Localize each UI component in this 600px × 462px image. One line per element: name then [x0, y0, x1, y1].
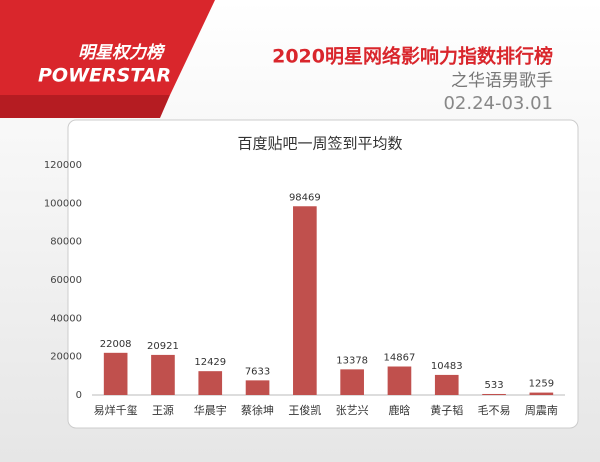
x-tick-label: 张艺兴	[336, 404, 369, 417]
bar	[387, 366, 412, 395]
page-subtitle: 之华语男歌手	[451, 71, 553, 91]
page-title: 2020明星网络影响力指数排行榜	[272, 45, 553, 68]
x-tick-label: 华晨宇	[194, 403, 227, 417]
data-label: 1259	[529, 379, 554, 390]
chart-frame	[67, 119, 579, 429]
y-tick-label: 100000	[44, 198, 82, 209]
data-label: 12429	[194, 357, 226, 368]
data-label: 14867	[384, 353, 416, 364]
y-tick-label: 60000	[50, 275, 82, 286]
data-label: 22008	[100, 339, 132, 350]
data-label: 10483	[431, 361, 463, 372]
bar	[151, 354, 175, 395]
page-date: 02.24-03.01	[443, 93, 553, 114]
y-tick-label: 80000	[50, 237, 82, 248]
data-label: 20921	[147, 341, 179, 352]
x-tick-label: 鹿晗	[388, 403, 410, 417]
logo-shadow	[0, 95, 170, 118]
data-label: 7633	[245, 366, 270, 377]
bar	[103, 352, 128, 395]
bar	[245, 380, 270, 395]
y-tick-label: 0	[76, 390, 82, 401]
data-label: 533	[485, 380, 504, 391]
x-tick-label: 王俊凯	[288, 403, 321, 417]
data-label: 98469	[289, 192, 321, 203]
bar	[434, 374, 459, 395]
brand-sub: POWERSTAR	[38, 65, 171, 87]
bar	[340, 369, 364, 395]
bar	[198, 371, 223, 395]
x-tick-label: 周震南	[525, 404, 558, 417]
bar	[293, 206, 317, 395]
x-tick-label: 易烊千玺	[94, 403, 138, 417]
y-tick-label: 20000	[50, 352, 82, 363]
data-label: 13378	[336, 355, 368, 366]
logo-banner	[0, 0, 215, 95]
x-tick-label: 蔡徐坤	[241, 403, 274, 417]
y-tick-label: 120000	[44, 160, 82, 171]
x-tick-label: 王源	[152, 403, 174, 417]
chart-title: 百度贴吧一周签到平均数	[237, 135, 402, 153]
x-tick-label: 毛不易	[478, 404, 511, 417]
brand: 明星权力榜	[78, 43, 166, 63]
y-tick-label: 40000	[50, 313, 82, 324]
bar	[529, 392, 554, 395]
bar	[482, 393, 506, 395]
x-tick-label: 黄子韬	[430, 403, 463, 417]
